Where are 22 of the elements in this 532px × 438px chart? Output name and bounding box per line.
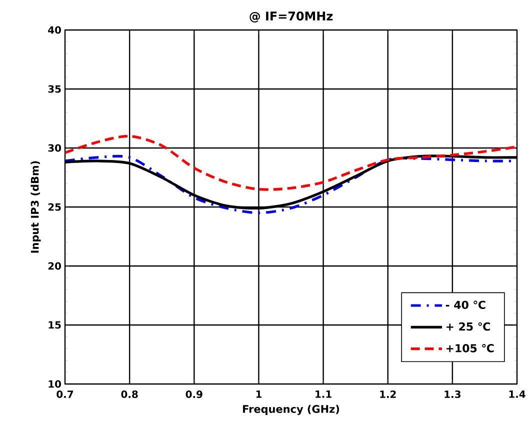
x-tick-label: 1.2	[380, 390, 396, 398]
legend-label: - 40 ℃	[446, 300, 486, 310]
line-series	[65, 134, 518, 191]
y-tick-label: 10	[48, 380, 62, 388]
y-tick-label: 20	[48, 262, 62, 270]
chart-title: @ IF=70MHz	[250, 12, 333, 22]
legend-label: + 25 ℃	[446, 322, 490, 331]
x-axis-title: Frequency (GHz)	[243, 404, 340, 416]
x-tick-label: 0.9	[186, 390, 202, 398]
y-tick-label: 35	[48, 85, 61, 93]
y-axis-title: Input IP3 (dBm)	[30, 161, 41, 253]
x-tick-label: 1.1	[316, 390, 332, 398]
x-tick-label: 0.8	[121, 390, 138, 398]
y-tick-label: 15	[48, 321, 61, 329]
x-tick-label: 1	[256, 390, 262, 398]
y-tick-label: 30	[48, 144, 62, 152]
y-tick-label: 25	[48, 203, 61, 211]
x-tick-label: 0.7	[56, 390, 74, 398]
legend-label: +105 ℃	[446, 344, 494, 352]
y-tick-label: 40	[48, 26, 62, 34]
x-tick-label: 1.3	[444, 390, 460, 398]
x-tick-label: 1.4	[509, 390, 526, 398]
